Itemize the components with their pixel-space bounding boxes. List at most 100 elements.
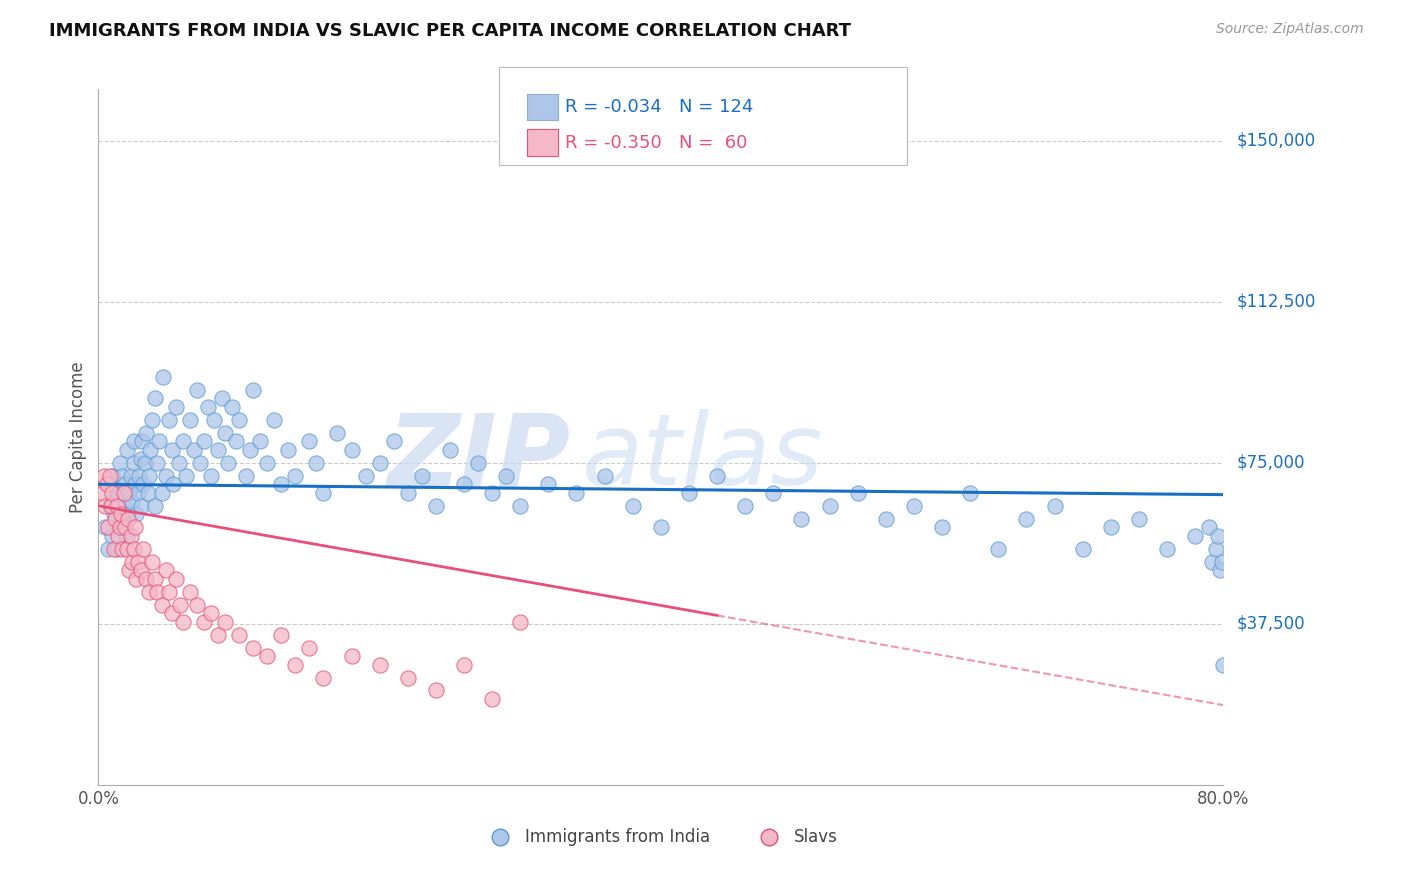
Point: [179, 584, 201, 599]
Point: [150, 486, 173, 500]
Text: R = -0.034   N = 124: R = -0.034 N = 124: [565, 98, 754, 116]
Point: [100, 499, 122, 513]
Point: [103, 541, 125, 556]
Point: [875, 511, 897, 525]
Point: [105, 499, 128, 513]
Point: [537, 477, 560, 491]
Point: [193, 615, 215, 629]
Point: [138, 584, 160, 599]
Point: [235, 468, 257, 483]
Point: [112, 486, 135, 500]
Text: $75,000: $75,000: [1237, 454, 1306, 472]
Point: [139, 442, 162, 457]
Point: [127, 555, 149, 569]
Point: [107, 486, 129, 500]
Point: [790, 511, 813, 525]
Point: [138, 468, 160, 483]
Point: [453, 657, 475, 672]
Point: [207, 627, 229, 641]
Point: [128, 468, 150, 483]
Point: [1043, 499, 1066, 513]
Point: [157, 584, 180, 599]
Point: [903, 499, 925, 513]
Point: [134, 456, 156, 470]
Point: [120, 529, 142, 543]
Point: [141, 413, 163, 427]
Point: [101, 468, 124, 483]
Point: [155, 563, 177, 577]
Point: [1212, 657, 1234, 672]
Point: [734, 499, 756, 513]
Point: [256, 456, 278, 470]
Point: [97, 541, 120, 556]
Point: [124, 477, 146, 491]
Y-axis label: Per Capita Income: Per Capita Income: [69, 361, 87, 513]
Point: [193, 434, 215, 449]
Point: [94, 520, 117, 534]
Point: [146, 584, 169, 599]
Point: [593, 468, 616, 483]
Point: [160, 606, 183, 620]
Point: [509, 499, 531, 513]
Point: [298, 640, 321, 655]
Point: [298, 434, 321, 449]
Point: [105, 541, 128, 556]
Point: [221, 400, 243, 414]
Point: [129, 563, 152, 577]
Point: [97, 520, 120, 534]
Point: [650, 520, 672, 534]
Point: [110, 511, 132, 525]
Point: [242, 383, 264, 397]
Point: [202, 413, 225, 427]
Text: $112,500: $112,500: [1237, 293, 1316, 310]
Point: [117, 511, 139, 525]
Point: [425, 683, 447, 698]
Point: [111, 541, 134, 556]
Point: [125, 508, 148, 522]
Point: [396, 486, 419, 500]
Point: [1128, 511, 1150, 525]
Point: [165, 572, 187, 586]
Point: [162, 477, 184, 491]
Point: [354, 468, 377, 483]
Point: [959, 486, 981, 500]
Text: ZIP: ZIP: [388, 409, 571, 507]
Point: [621, 499, 644, 513]
Point: [122, 456, 145, 470]
Point: [270, 477, 292, 491]
Point: [217, 456, 239, 470]
Point: [114, 477, 136, 491]
Point: [179, 413, 201, 427]
Text: Source: ZipAtlas.com: Source: ZipAtlas.com: [1216, 22, 1364, 37]
Point: [565, 486, 588, 500]
Point: [211, 392, 233, 406]
Text: IMMIGRANTS FROM INDIA VS SLAVIC PER CAPITA INCOME CORRELATION CHART: IMMIGRANTS FROM INDIA VS SLAVIC PER CAPI…: [49, 22, 851, 40]
Point: [214, 615, 236, 629]
Point: [157, 413, 180, 427]
Point: [425, 499, 447, 513]
Point: [284, 468, 307, 483]
Point: [103, 508, 125, 522]
Point: [228, 413, 250, 427]
Point: [150, 598, 173, 612]
Point: [94, 499, 117, 513]
Point: [762, 486, 785, 500]
Text: $37,500: $37,500: [1237, 615, 1306, 633]
Point: [481, 692, 503, 706]
Point: [146, 456, 169, 470]
Text: $150,000: $150,000: [1237, 132, 1316, 150]
Point: [118, 486, 141, 500]
Point: [239, 442, 262, 457]
Point: [104, 490, 127, 504]
Point: [101, 486, 124, 500]
Point: [1209, 563, 1232, 577]
Point: [312, 671, 335, 685]
Point: [125, 572, 148, 586]
Point: [1211, 555, 1233, 569]
Point: [132, 541, 155, 556]
Point: [987, 541, 1010, 556]
Point: [467, 456, 489, 470]
Point: [129, 499, 152, 513]
Point: [200, 468, 222, 483]
Point: [141, 555, 163, 569]
